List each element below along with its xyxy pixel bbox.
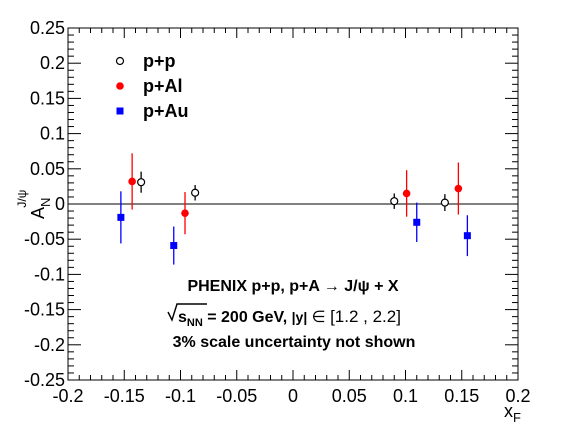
data-point bbox=[454, 184, 463, 193]
x-tick-label: -0.2 bbox=[52, 386, 83, 406]
annotation-line-2: sNN = 200 GeV, |y| ∈ [1.2 , 2.2] bbox=[167, 303, 401, 329]
x-tick-label: -0.1 bbox=[165, 386, 196, 406]
x-axis: -0.2 -0.15 -0.1 -0.05 0 0.05 0.1 0.15 0.2 bbox=[52, 28, 531, 406]
data-point bbox=[440, 198, 449, 207]
y-tick-label: -0.2 bbox=[34, 335, 65, 355]
annotation: PHENIX p+p, p+A → J/ψ + X sNN = 200 GeV,… bbox=[167, 278, 416, 351]
x-tick-label: -0.15 bbox=[104, 386, 145, 406]
data-point bbox=[137, 178, 146, 187]
data-point bbox=[413, 218, 421, 226]
series-pal bbox=[128, 153, 463, 235]
y-tick-label: 0.15 bbox=[30, 88, 65, 108]
data-point bbox=[181, 209, 189, 217]
x-tick-label: 0.1 bbox=[393, 386, 418, 406]
legend-entry-pau: p+Au bbox=[116, 101, 189, 121]
annotation-line-3: 3% scale uncertainty not shown bbox=[173, 334, 416, 351]
sqrt-symbol bbox=[167, 303, 207, 322]
y-tick-label: 0.1 bbox=[40, 124, 65, 144]
data-point bbox=[128, 177, 136, 186]
x-tick-label: 0.15 bbox=[444, 386, 479, 406]
y-axis: 0.25 0.2 0.15 0.1 0.05 0 -0.05 -0.1 -0.15 -0.2 -0.… bbox=[24, 18, 518, 390]
x-axis-title: xF bbox=[504, 401, 521, 425]
legend-marker-pau bbox=[116, 107, 124, 115]
data-point bbox=[117, 213, 125, 221]
y-tick-label: 0 bbox=[55, 194, 65, 214]
x-tick-label: 0.05 bbox=[332, 386, 367, 406]
legend-label-pp: p+p bbox=[143, 51, 176, 71]
data-point bbox=[463, 232, 471, 240]
svg-text:ANJ/ψ: ANJ/ψ bbox=[15, 190, 53, 219]
y-tick-label: -0.15 bbox=[24, 300, 65, 320]
y-tick-label: 0.25 bbox=[30, 18, 65, 38]
y-tick-label: -0.25 bbox=[24, 370, 65, 390]
legend-marker-pal bbox=[116, 82, 124, 90]
svg-text:sNN = 200 GeV, |y| ∈ [1.2 , 2.: sNN = 200 GeV, |y| ∈ [1.2 , 2.2] bbox=[178, 307, 401, 329]
data-point bbox=[390, 197, 399, 206]
data-point bbox=[402, 189, 411, 198]
y-tick-label: 0.2 bbox=[40, 53, 65, 73]
x-tick-label: -0.05 bbox=[216, 386, 257, 406]
legend-entry-pal: p+Al bbox=[116, 76, 183, 96]
y-tick-label: 0.05 bbox=[30, 159, 65, 179]
legend: p+p p+Al p+Au bbox=[115, 51, 189, 121]
data-point bbox=[191, 188, 200, 197]
legend-label-pau: p+Au bbox=[143, 101, 189, 121]
x-tick-label: 0.2 bbox=[505, 386, 530, 406]
x-tick-label: 0 bbox=[288, 386, 298, 406]
data-series bbox=[117, 153, 471, 265]
data-point bbox=[170, 242, 178, 250]
series-pp bbox=[137, 171, 449, 212]
legend-marker-pp bbox=[115, 56, 125, 66]
annotation-line-1: PHENIX p+p, p+A → J/ψ + X bbox=[187, 278, 398, 295]
series-pau bbox=[117, 191, 471, 265]
legend-entry-pp: p+p bbox=[115, 51, 176, 71]
legend-label-pal: p+Al bbox=[143, 76, 183, 96]
y-tick-label: -0.05 bbox=[24, 229, 65, 249]
y-tick-label: -0.1 bbox=[34, 264, 65, 284]
y-axis-title: ANJ/ψ bbox=[15, 190, 53, 219]
